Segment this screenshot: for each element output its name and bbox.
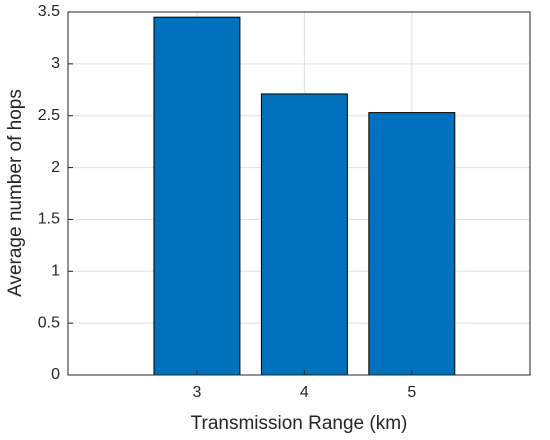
x-tick-label: 5	[407, 384, 416, 401]
y-tick-label: 3	[51, 55, 60, 72]
y-tick-label: 1.5	[38, 211, 60, 228]
y-tick-label: 0.5	[38, 314, 60, 331]
axes-frame	[67, 11, 531, 376]
x-tick-label: 4	[300, 384, 309, 401]
bar	[260, 93, 348, 376]
bar	[153, 16, 241, 376]
y-tick-label: 1	[51, 263, 60, 280]
y-tick-label: 3.5	[38, 3, 60, 20]
y-tick-label: 0	[51, 366, 60, 383]
y-axis-label: Average number of hops	[5, 89, 26, 297]
y-tick-label: 2	[51, 159, 60, 176]
x-tick-label: 3	[192, 384, 201, 401]
y-tick-label: 2.5	[38, 107, 60, 124]
x-axis-label: Transmission Range (km)	[191, 413, 408, 434]
bar	[368, 112, 456, 376]
bars	[153, 16, 456, 376]
